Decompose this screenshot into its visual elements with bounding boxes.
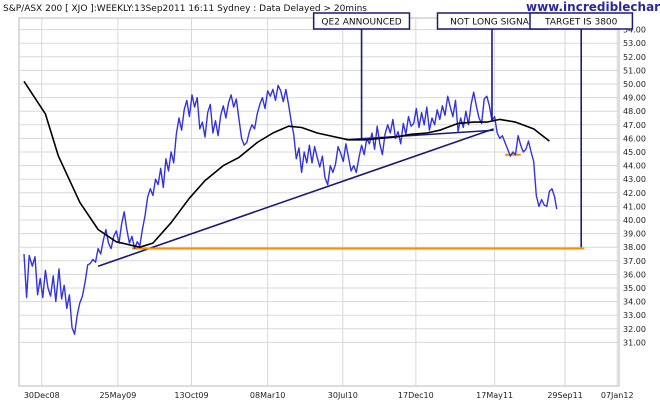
y-tick-label: 34.00 — [623, 298, 646, 307]
y-tick-label: 44.00 — [623, 162, 646, 171]
y-tick-label: 50.00 — [623, 80, 646, 89]
x-tick-label: 17Dec10 — [398, 391, 434, 400]
y-tick-label: 49.00 — [623, 94, 646, 103]
callout-box — [312, 12, 411, 30]
x-tick-label: 13Oct09 — [174, 391, 208, 400]
y-tick-label: 35.00 — [623, 284, 646, 293]
trendline — [97, 128, 494, 267]
x-tick-label: 30Dec08 — [24, 391, 60, 400]
x-tick-label: 17May11 — [476, 391, 513, 400]
y-tick-label: 32.00 — [623, 325, 646, 334]
x-tick-label: 07Jan12 — [601, 391, 634, 400]
y-tick-label: 31.00 — [623, 338, 646, 347]
callout-label: QE2 ANNOUNCED — [321, 18, 401, 28]
watermark: www.incrediblecharts.com — [526, 0, 660, 14]
y-tick-label: 45.00 — [623, 148, 646, 157]
y-tick-label: 53.00 — [623, 39, 646, 48]
y-tick-label: 39.00 — [623, 230, 646, 239]
y-tick-label: 46.00 — [623, 134, 646, 143]
y-axis: 31.00 32.00 33.00 34.00 35.00 36.00 37.00 38.00… — [623, 26, 646, 348]
y-tick-label: 33.00 — [623, 311, 646, 320]
callout-box — [529, 12, 634, 30]
chart-header: S&P/ASX 200 [ XJO ]:WEEKLY:13Sep2011 16:… — [3, 4, 367, 14]
y-tick-label: 51.00 — [623, 66, 646, 75]
y-tick-label: 43.00 — [623, 175, 646, 184]
y-tick-label: 41.00 — [623, 202, 646, 211]
y-tick-label: 52.00 — [623, 53, 646, 62]
callout-label: TARGET IS 3800 — [544, 18, 618, 28]
y-tick-label: 54.00 — [623, 26, 646, 35]
x-axis: 30Dec08 25May09 13Oct09 08Mar10 30Jul10 17Dec… — [24, 391, 634, 400]
callout-label: NOT LONG SIGNAL — [450, 18, 534, 28]
series — [23, 80, 558, 335]
y-tick-label: 48.00 — [623, 107, 646, 116]
y-tick-label: 47.00 — [623, 121, 646, 130]
moving-average-line — [23, 80, 550, 248]
price-line — [23, 84, 558, 335]
plot-frame — [18, 17, 620, 387]
y-tick-label: 36.00 — [623, 270, 646, 279]
y-tick-label: 38.00 — [623, 243, 646, 252]
y-tick-label: 37.00 — [623, 257, 646, 266]
x-tick-label: 08Mar10 — [250, 391, 285, 400]
y-tick-label: 40.00 — [623, 216, 646, 225]
x-tick-label: 25May09 — [99, 391, 136, 400]
callouts: QE2 ANNOUNCED NOT LONG SIGNAL TARGET IS 38… — [312, 12, 634, 248]
x-tick-label: 30Jul10 — [328, 391, 358, 400]
y-tick-label: 42.00 — [623, 189, 646, 198]
x-tick-label: 29Sep11 — [547, 391, 582, 400]
